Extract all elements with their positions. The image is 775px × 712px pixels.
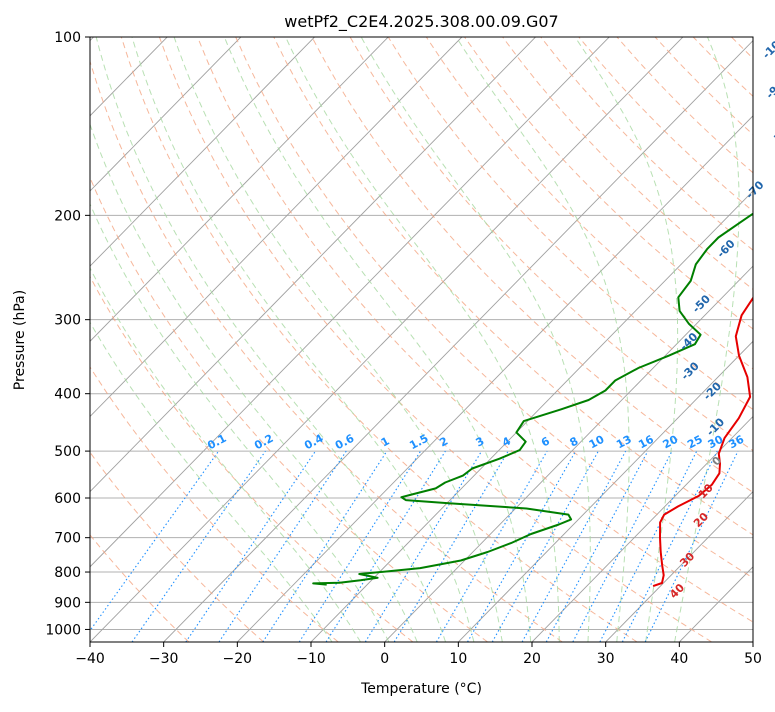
x-tick-label: 0 bbox=[380, 651, 389, 667]
y-tick-label: 900 bbox=[54, 595, 81, 611]
x-tick-label: 10 bbox=[449, 651, 467, 667]
x-tick-label: 20 bbox=[523, 651, 541, 667]
y-axis-label: Pressure (hPa) bbox=[12, 290, 28, 390]
y-tick-label: 600 bbox=[54, 491, 81, 507]
y-tick-label: 400 bbox=[54, 387, 81, 403]
x-tick-label: 30 bbox=[597, 651, 615, 667]
y-tick-label: 200 bbox=[54, 208, 81, 224]
x-tick-label: −30 bbox=[149, 651, 179, 667]
y-tick-label: 100 bbox=[54, 30, 81, 46]
chart-title: wetPf2_C2E4.2025.308.00.09.G07 bbox=[284, 12, 558, 32]
x-tick-label: 50 bbox=[744, 651, 762, 667]
x-tick-label: 40 bbox=[670, 651, 688, 667]
y-tick-label: 1000 bbox=[45, 622, 81, 638]
x-tick-label: −20 bbox=[223, 651, 253, 667]
y-tick-label: 500 bbox=[54, 444, 81, 460]
y-tick-label: 300 bbox=[54, 313, 81, 329]
x-tick-label: −10 bbox=[296, 651, 326, 667]
y-tick-label: 700 bbox=[54, 531, 81, 547]
x-axis-label: Temperature (°C) bbox=[360, 681, 482, 697]
x-tick-label: −40 bbox=[75, 651, 105, 667]
y-tick-label: 800 bbox=[54, 565, 81, 581]
